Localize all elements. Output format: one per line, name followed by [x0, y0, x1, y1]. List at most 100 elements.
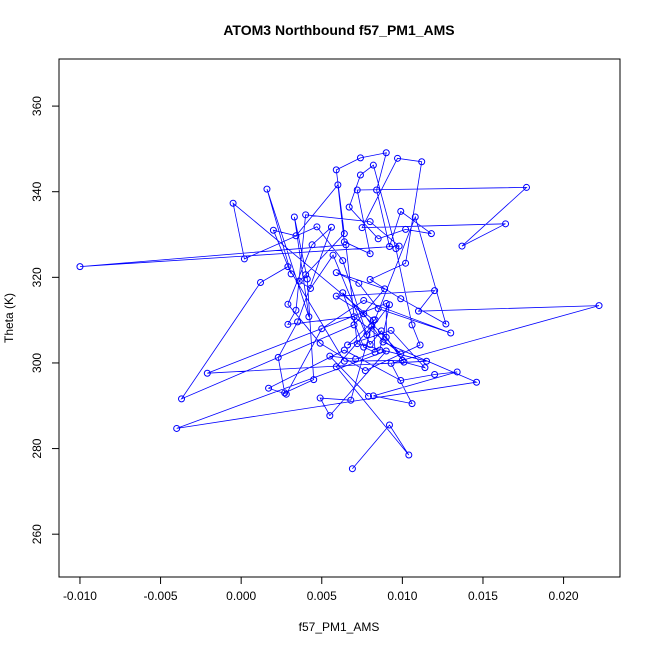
- data-point: [360, 310, 368, 318]
- data-point: [347, 396, 355, 404]
- x-axis-label: f57_PM1_AMS: [299, 620, 380, 634]
- data-point: [332, 363, 340, 371]
- data-point: [358, 224, 366, 232]
- data-point: [316, 394, 324, 402]
- data-point: [473, 378, 481, 386]
- x-tick-label: -0.010: [63, 589, 97, 603]
- data-point: [290, 213, 298, 221]
- series-line: [79, 152, 600, 469]
- data-point: [353, 186, 361, 194]
- data-point: [458, 242, 466, 250]
- plot-area: [76, 149, 603, 473]
- data-point: [397, 207, 405, 215]
- data-point: [284, 320, 292, 328]
- data-point: [355, 279, 363, 287]
- data-point: [427, 230, 435, 238]
- data-point: [366, 218, 374, 226]
- y-tick-label: 320: [30, 267, 44, 287]
- data-point: [385, 243, 393, 251]
- data-point: [292, 306, 300, 314]
- data-point: [453, 368, 461, 376]
- data-point: [363, 331, 371, 339]
- data-point: [353, 340, 361, 348]
- y-tick-label: 300: [30, 353, 44, 373]
- data-point: [397, 295, 405, 303]
- data-point: [366, 275, 374, 283]
- data-point: [408, 321, 416, 329]
- data-point: [385, 301, 393, 309]
- data-point: [284, 300, 292, 308]
- data-point: [305, 313, 313, 321]
- data-point: [340, 357, 348, 365]
- data-point: [339, 257, 347, 265]
- data-point: [356, 154, 364, 162]
- data-point: [382, 299, 390, 307]
- data-point: [387, 326, 395, 334]
- data-point: [414, 307, 422, 315]
- x-tick-label: 0.015: [468, 589, 498, 603]
- data-point: [348, 465, 356, 473]
- x-axis: -0.010 -0.005 0.000 0.005 0.010 0.015 0.020: [63, 576, 579, 603]
- data-point: [356, 171, 364, 179]
- data-point: [431, 287, 439, 295]
- data-point: [416, 341, 424, 349]
- data-point: [502, 220, 510, 228]
- data-point: [398, 356, 406, 364]
- y-tick-label: 280: [30, 438, 44, 458]
- data-point: [310, 376, 318, 384]
- data-point: [345, 203, 353, 211]
- data-point: [269, 226, 277, 234]
- data-point: [400, 358, 408, 366]
- data-point: [394, 154, 402, 162]
- data-point: [374, 235, 382, 243]
- data-point: [257, 278, 265, 286]
- data-point: [318, 325, 326, 333]
- data-point: [203, 369, 211, 377]
- data-point: [342, 241, 350, 249]
- data-point: [377, 327, 385, 335]
- data-point: [442, 320, 450, 328]
- data-point: [292, 232, 300, 240]
- data-point: [382, 149, 390, 157]
- data-point: [418, 158, 426, 166]
- data-point: [240, 255, 248, 263]
- data-point: [397, 377, 405, 385]
- data-point: [306, 284, 314, 292]
- data-point: [340, 346, 348, 354]
- data-point: [282, 390, 290, 398]
- data-point: [303, 275, 311, 283]
- data-point: [284, 263, 292, 271]
- data-point: [405, 451, 413, 459]
- data-point: [369, 316, 377, 324]
- data-point: [360, 296, 368, 304]
- data-point: [274, 353, 282, 361]
- data-point: [408, 400, 416, 408]
- data-point: [411, 213, 419, 221]
- data-point: [361, 367, 369, 375]
- data-point: [295, 277, 303, 285]
- data-point: [350, 321, 358, 329]
- data-point: [76, 263, 84, 271]
- data-point: [374, 305, 382, 313]
- data-point: [326, 352, 334, 360]
- data-point: [369, 392, 377, 400]
- data-point: [332, 166, 340, 174]
- data-point: [397, 350, 405, 358]
- x-tick-label: 0.005: [307, 589, 337, 603]
- data-point: [387, 359, 395, 367]
- data-point: [382, 347, 390, 355]
- data-point: [365, 392, 373, 400]
- data-point: [373, 186, 381, 194]
- data-point: [421, 364, 429, 372]
- y-tick-label: 360: [30, 96, 44, 116]
- x-tick-label: -0.005: [144, 589, 178, 603]
- data-point: [294, 318, 302, 326]
- data-point: [350, 313, 358, 321]
- data-point: [402, 225, 410, 233]
- data-point: [366, 250, 374, 258]
- data-point: [229, 199, 237, 207]
- data-point: [308, 241, 316, 249]
- data-point: [352, 355, 360, 363]
- data-point: [385, 421, 393, 429]
